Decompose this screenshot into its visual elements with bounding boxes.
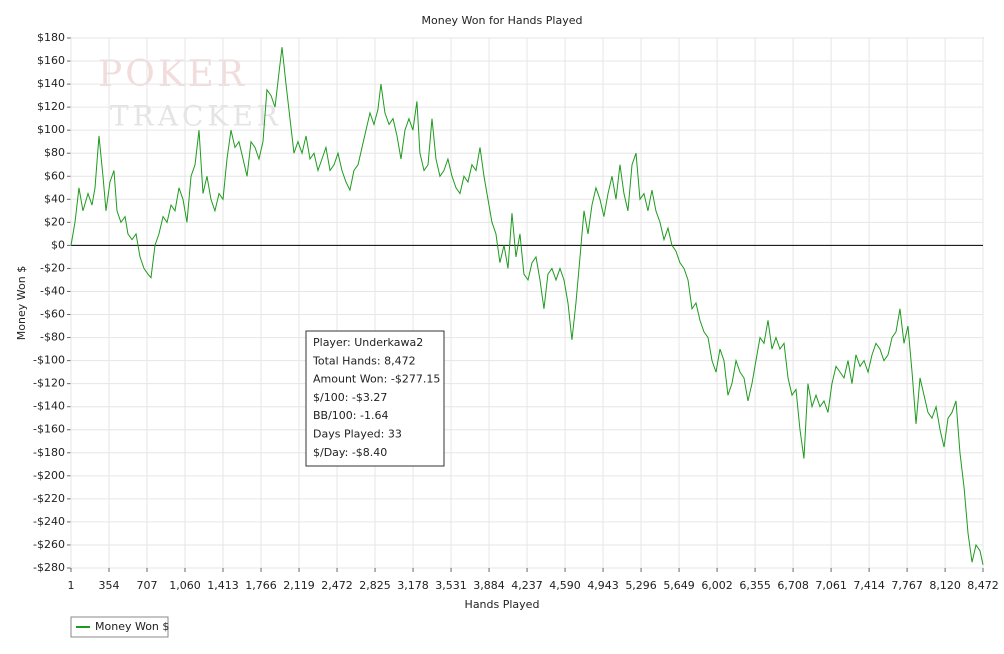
y-tick-label: $20: [44, 215, 65, 228]
x-tick-label: 2,119: [283, 579, 315, 592]
y-tick-label: -$60: [40, 308, 65, 321]
info-text: Player: Underkawa2 Total Hands: 8,472 Amou…: [312, 336, 440, 459]
x-tick-label: 2,825: [359, 579, 391, 592]
info-line: $/Day: -$8.40: [313, 446, 387, 459]
y-tick-label: $180: [37, 31, 65, 44]
info-line: Amount Won: -$277.15: [313, 373, 440, 386]
x-tick-label: 707: [137, 579, 158, 592]
x-tick-label: 3,884: [473, 579, 505, 592]
y-tick-label: $80: [44, 146, 65, 159]
x-axis-label: Hands Played: [465, 598, 540, 611]
x-tick-label: 7,767: [891, 579, 923, 592]
info-line: Total Hands: 8,472: [312, 354, 416, 367]
y-tick-label: -$120: [33, 377, 65, 390]
y-tick-label: $40: [44, 192, 65, 205]
x-tick-label: 5,296: [625, 579, 657, 592]
y-tick-label: -$220: [33, 492, 65, 505]
x-tick-label: 6,708: [777, 579, 809, 592]
legend: [70, 616, 169, 638]
y-tick-label: $140: [37, 77, 65, 90]
y-tick-label: -$240: [33, 515, 65, 528]
grid: [67, 37, 984, 572]
series: [70, 47, 984, 565]
x-tick-label: 1,060: [169, 579, 201, 592]
y-tick-label: $120: [37, 100, 65, 113]
x-tick-label: 7,061: [815, 579, 847, 592]
info-line: BB/100: -1.64: [313, 409, 388, 422]
x-tick-label: 4,943: [587, 579, 619, 592]
data-line: [70, 47, 984, 565]
x-tick-label: 8,120: [929, 579, 961, 592]
x-tick-label: 354: [99, 579, 120, 592]
legend-label: Money Won $: [95, 620, 169, 633]
chart-title: Money Won for Hands Played: [422, 14, 583, 27]
y-tick-label: -$260: [33, 538, 65, 551]
x-tick-label: 6,002: [701, 579, 733, 592]
x-tick-label: 4,590: [549, 579, 581, 592]
y-tick-label: $100: [37, 123, 65, 136]
x-tick-label: 1,413: [207, 579, 239, 592]
x-tick-label: 3,531: [435, 579, 467, 592]
y-tick-label: -$40: [40, 284, 65, 297]
x-tick-label: 4,237: [511, 579, 543, 592]
y-tick-label: $0: [51, 238, 65, 251]
y-tick-label: -$100: [33, 354, 65, 367]
info-line: Player: Underkawa2: [313, 336, 423, 349]
y-tick-label: $160: [37, 54, 65, 67]
x-tick-label: 3,178: [397, 579, 429, 592]
x-tick-label: 8,472: [967, 579, 999, 592]
info-box: [305, 330, 445, 467]
y-tick-label: -$200: [33, 469, 65, 482]
info-line: Days Played: 33: [313, 428, 402, 441]
y-tick-label: -$280: [33, 561, 65, 574]
x-tick-label: 2,472: [321, 579, 353, 592]
y-tick-label: -$20: [40, 261, 65, 274]
legend-items: Money Won $: [76, 620, 169, 633]
info-line: $/100: -$3.27: [313, 391, 387, 404]
watermark: POKER: [98, 54, 247, 95]
x-tick-label: 1: [68, 579, 75, 592]
y-tick-label: -$180: [33, 446, 65, 459]
x-tick-label: 5,649: [663, 579, 695, 592]
y-axis-label: Money Won $: [15, 266, 28, 340]
y-tick-label: -$80: [40, 331, 65, 344]
x-tick-label: 6,355: [739, 579, 771, 592]
y-tick-label: $60: [44, 169, 65, 182]
y-tick-label: -$140: [33, 400, 65, 413]
y-tick-label: -$160: [33, 423, 65, 436]
x-tick-label: 1,766: [245, 579, 277, 592]
watermark: TRACKER: [110, 100, 282, 133]
x-tick-label: 7,414: [853, 579, 885, 592]
